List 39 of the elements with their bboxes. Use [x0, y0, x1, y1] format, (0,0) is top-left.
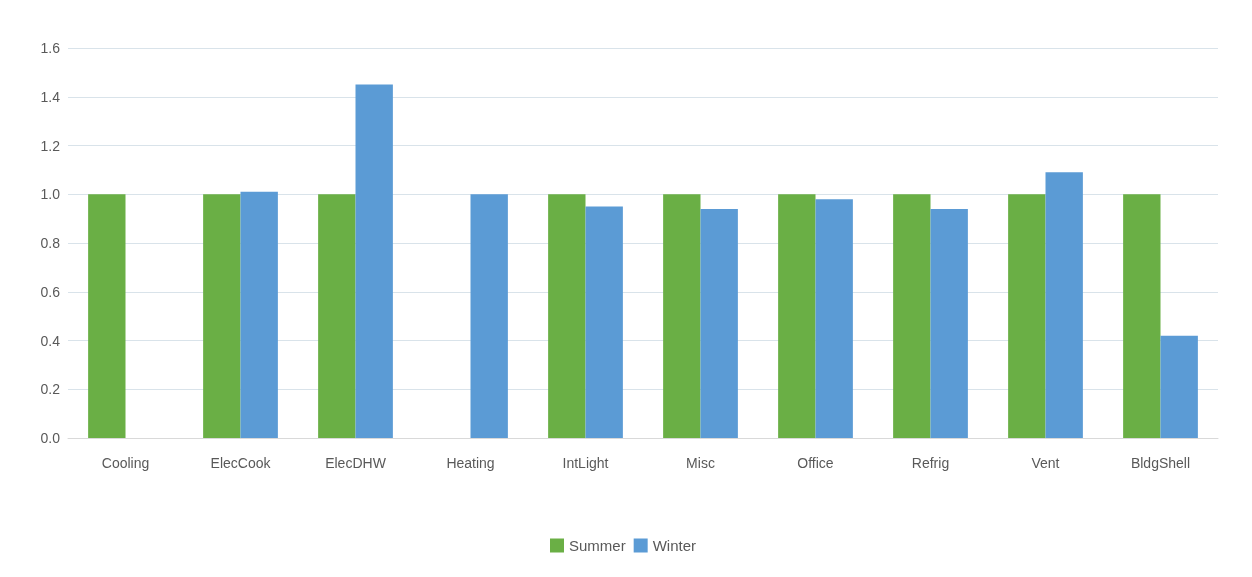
- bar: [548, 194, 586, 438]
- y-tick-label: 0.6: [40, 283, 61, 300]
- y-tick-label: 0.2: [40, 381, 61, 398]
- bar: [203, 194, 241, 438]
- x-tick-label: BldgShell: [1130, 455, 1191, 471]
- x-tick-label: Cooling: [101, 455, 150, 471]
- x-tick-label: Vent: [1031, 455, 1060, 471]
- bar: [585, 206, 623, 438]
- x-tick-label: Office: [797, 455, 834, 471]
- bar: [355, 84, 393, 438]
- x-tick-label: IntLight: [562, 455, 609, 471]
- bar: [700, 208, 738, 438]
- bar: [88, 194, 126, 438]
- y-tick-label: 1.0: [40, 186, 61, 203]
- y-tick-label: 1.2: [40, 137, 61, 154]
- y-tick-label: 0.0: [40, 430, 61, 446]
- legend-label: Winter: [652, 537, 697, 554]
- x-tick-label: Misc: [686, 455, 715, 471]
- y-tick-label: 1.4: [40, 88, 61, 105]
- bar: [318, 194, 356, 438]
- bar: [470, 194, 508, 438]
- bar: [240, 191, 278, 438]
- x-tick-label: Heating: [446, 455, 495, 471]
- legend-label: Summer: [568, 537, 626, 554]
- bar: [778, 194, 816, 438]
- bar: [1123, 194, 1161, 438]
- y-tick-label: 0.4: [40, 332, 61, 349]
- x-tick-label: ElecCook: [210, 455, 272, 471]
- bar: [1160, 335, 1198, 438]
- bar: [893, 194, 931, 438]
- bar: [930, 208, 968, 438]
- bar: [663, 194, 701, 438]
- x-tick-label: ElecDHW: [325, 455, 387, 471]
- bar: [1008, 194, 1046, 438]
- x-tick-label: Refrig: [911, 455, 950, 471]
- bar: [815, 199, 853, 438]
- y-tick-label: 0.8: [40, 235, 61, 251]
- y-tick-label: 1.6: [40, 40, 61, 56]
- bar: [1045, 172, 1083, 438]
